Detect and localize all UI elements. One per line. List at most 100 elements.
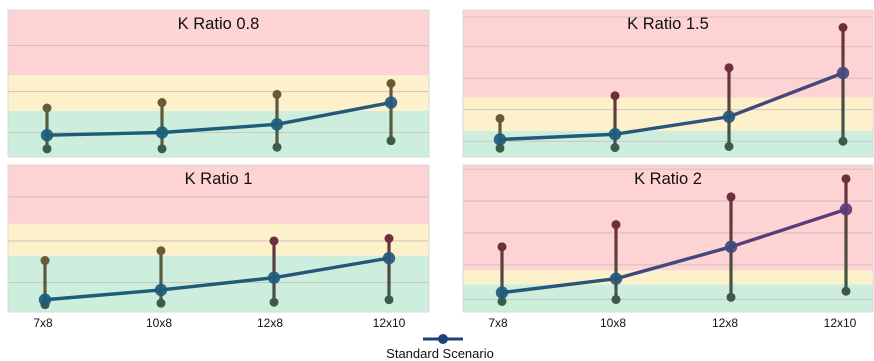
series-line-segment: [159, 276, 276, 292]
range-high-marker: [156, 246, 166, 256]
x-tick-label: 12x10: [824, 316, 857, 330]
threshold-band: [463, 130, 873, 157]
range-high-marker: [611, 220, 621, 230]
range-whisker: [727, 67, 731, 147]
panel-border: [7, 164, 430, 313]
data-point: [382, 251, 396, 265]
x-tick-label: 12x8: [257, 316, 283, 330]
threshold-band: [8, 223, 429, 256]
range-low-marker: [838, 136, 848, 146]
data-point: [270, 118, 284, 131]
series-line-segment: [160, 122, 279, 135]
chart-panel: K Ratio 1.5: [462, 9, 874, 158]
range-low-marker: [841, 286, 851, 296]
range-high-marker: [272, 89, 282, 99]
range-high-marker: [841, 174, 851, 184]
threshold-band: [463, 165, 873, 271]
x-tick-label: 7x8: [33, 316, 53, 330]
data-point: [493, 133, 507, 146]
range-whisker: [43, 260, 47, 305]
range-high-marker: [495, 114, 505, 123]
data-point: [38, 293, 52, 306]
range-low-marker: [272, 142, 282, 152]
chart-panel: K Ratio 2: [462, 164, 874, 313]
range-high-marker: [42, 103, 52, 113]
range-whisker: [387, 238, 391, 300]
series-line-segment: [43, 288, 163, 302]
data-point: [155, 126, 169, 139]
panel-border: [462, 164, 874, 313]
chart-panel: K Ratio 0.8: [7, 9, 430, 158]
x-tick-label: 12x10: [373, 316, 406, 330]
threshold-band: [463, 10, 873, 98]
legend: Standard Scenario: [386, 334, 494, 361]
panel-border: [7, 9, 430, 158]
series-line-segment: [613, 115, 731, 136]
threshold-band: [8, 165, 429, 224]
data-point: [495, 286, 509, 299]
range-low-marker: [495, 143, 505, 153]
range-whisker: [841, 27, 845, 142]
range-whisker: [160, 102, 164, 149]
range-low-marker: [610, 143, 620, 153]
data-point: [40, 129, 54, 142]
data-point: [609, 272, 623, 285]
range-low-marker: [386, 136, 396, 146]
x-tick-label: 10x8: [600, 316, 626, 330]
range-high-marker: [157, 98, 167, 108]
data-point: [839, 203, 853, 216]
range-whisker: [844, 178, 848, 292]
x-tick-label: 7x8: [488, 316, 508, 330]
range-low-marker: [157, 144, 167, 154]
range-low-marker: [42, 144, 52, 154]
range-high-marker: [610, 91, 620, 101]
x-axis-labels: 7x8 10x8 12x8 12x10 7x8 10x8 12x8 12x10: [33, 316, 856, 330]
range-whisker: [389, 83, 393, 141]
chart-panels: K Ratio 0.8 K Ratio 1.5 K Ratio 1 K Ratio 2: [7, 9, 874, 313]
range-high-marker: [726, 192, 736, 202]
legend-label: Standard Scenario: [386, 346, 494, 361]
data-point: [722, 110, 736, 123]
range-high-marker: [384, 234, 394, 243]
data-point: [384, 96, 398, 109]
range-high-marker: [40, 256, 50, 266]
series-line-segment: [275, 100, 393, 127]
range-high-marker: [386, 79, 396, 88]
range-low-marker: [726, 292, 736, 302]
series-line-segment: [727, 71, 845, 119]
range-low-marker: [156, 298, 166, 308]
range-whisker: [613, 95, 617, 148]
data-point: [836, 66, 850, 80]
data-point: [267, 271, 281, 284]
range-whisker: [159, 250, 163, 304]
data-point: [724, 240, 738, 254]
range-low-marker: [611, 295, 621, 305]
range-low-marker: [724, 142, 734, 151]
data-point: [608, 128, 622, 141]
threshold-band: [8, 10, 429, 76]
panel-title: K Ratio 1.5: [627, 15, 709, 33]
series-line-segment: [729, 207, 848, 249]
series-line-segment: [500, 277, 618, 295]
range-low-marker: [384, 295, 394, 305]
range-high-marker: [838, 23, 848, 32]
series-line-segment: [498, 132, 617, 142]
range-whisker: [45, 108, 49, 149]
series-line-segment: [272, 256, 391, 280]
range-high-marker: [497, 242, 507, 252]
range-low-marker: [269, 297, 279, 307]
x-tick-label: 12x8: [712, 316, 738, 330]
range-whisker: [614, 224, 618, 300]
panel-title: K Ratio 1: [185, 170, 253, 188]
panel-border: [462, 9, 874, 158]
data-point: [154, 283, 168, 297]
range-whisker: [500, 246, 504, 302]
chart-panel: K Ratio 1: [7, 164, 430, 313]
series-line-segment: [614, 245, 733, 281]
range-high-marker: [724, 63, 734, 73]
range-low-marker: [497, 296, 507, 306]
series-line-segment: [45, 130, 164, 137]
panel-title: K Ratio 0.8: [178, 15, 260, 33]
threshold-band: [463, 270, 873, 285]
